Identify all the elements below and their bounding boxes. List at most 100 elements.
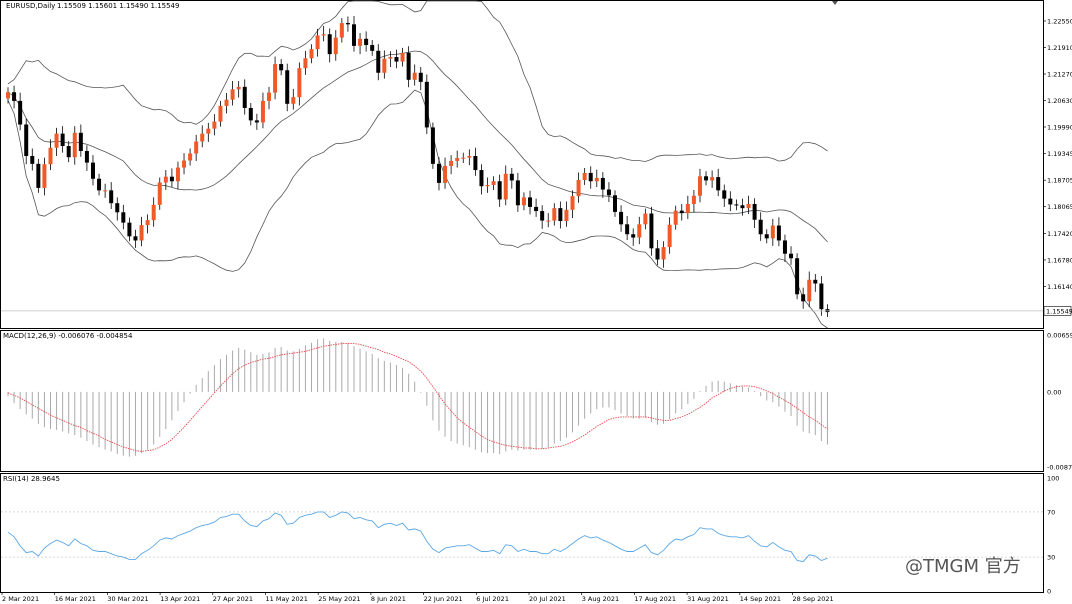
candle-body [600,177,605,190]
candle-body [430,127,435,164]
rsi-tick-label: 0 [1047,588,1051,596]
macd-layer [7,338,828,457]
chart-shift-marker-icon[interactable] [832,1,838,5]
candle-body [248,107,253,121]
candle-body [285,70,290,104]
candle-body [716,177,721,191]
price-tick-label: 1.17420 [1047,230,1072,238]
candle-body [752,204,757,220]
date-tick-label: 6 Jul 2021 [476,595,509,603]
candle-body [697,176,702,196]
candle-body [782,240,787,254]
date-tick-label: 14 Sep 2021 [740,595,781,603]
candle-body [455,158,460,161]
candle-body [722,190,727,199]
date-tick-label: 31 Aug 2021 [687,595,729,603]
candle-body [12,92,17,101]
candle-body [436,163,441,183]
candle-body [467,155,472,158]
candle-body [345,23,350,25]
candle-body [746,204,751,209]
price-tick-label: 1.18705 [1047,177,1072,185]
candle-body [406,52,411,80]
date-tick-label: 27 Apr 2021 [213,595,253,603]
candle-body [273,64,278,93]
rsi-label: RSI(14) 28.9645 [3,475,60,483]
candle-body [145,220,150,226]
candle-body [309,49,314,59]
candle-body [424,81,429,128]
candle-body [564,209,569,221]
candle-body [212,121,217,129]
candle-body [115,203,120,213]
candle-body [449,160,454,166]
candle-body [321,34,326,36]
candle-body [728,198,733,205]
candle-body [534,206,539,212]
candle-body [412,72,417,80]
candle-body [795,258,800,295]
rsi-layer [1,511,1043,563]
candle-body [400,52,405,62]
candle-body [819,283,824,310]
candle-body [619,211,624,225]
candle-body [649,213,654,249]
candle-body [194,141,199,154]
candle-body [333,37,338,55]
candle-body [740,205,745,209]
candle-body [260,100,265,123]
candle-body [18,100,23,125]
candle-body [764,234,769,239]
candle-body [103,190,108,192]
candle-body [704,176,709,181]
candle-body [552,208,557,221]
candle-body [200,133,205,142]
date-tick-label: 13 Apr 2021 [160,595,200,603]
date-tick-label: 20 Jul 2021 [529,595,566,603]
current-price-label: 1.15549 [1046,307,1072,315]
candle-body [24,124,29,156]
date-tick-label: 17 Aug 2021 [634,595,676,603]
candle-body [497,181,502,200]
macd-tick-label: -0.008704 [1047,464,1072,472]
price-tick-label: 1.22550 [1047,18,1072,26]
bollinger-lower-band [7,89,828,329]
candle-body [297,68,302,98]
candle-body [121,212,126,223]
date-tick-label: 28 Sep 2021 [793,595,834,603]
candle-body [36,163,41,188]
candle-body [364,38,369,46]
candle-body [661,247,666,260]
candle-body [303,58,308,69]
candle-body [157,182,162,205]
candle-body [42,164,47,188]
candle-body [66,146,71,158]
candle-body [758,219,763,235]
candle-body [218,105,223,122]
candle-body [339,23,344,38]
candle-body [151,204,156,221]
watermark: @TMGM 官方 [905,556,1021,577]
candle-body [637,224,642,238]
candle-body [188,153,193,161]
rsi-tick-label: 70 [1047,508,1055,516]
date-tick-label: 16 Mar 2021 [55,595,96,603]
candle-body [588,172,593,182]
macd-label: MACD(12,26,9) -0.006076 -0.004854 [3,332,133,340]
candle-body [485,184,490,187]
candle-body [479,170,484,187]
candle-body [770,225,775,239]
candle-body [509,173,514,181]
price-tick-label: 1.18065 [1047,203,1072,211]
candle-body [139,225,144,241]
candle-body [691,195,696,205]
candle-body [461,157,466,159]
candle-body [625,224,630,235]
candle-body [182,160,187,168]
candle-body [789,253,794,259]
candle-body [54,133,59,148]
candle-body [254,120,259,123]
candle-body [685,204,690,214]
candle-body [546,220,551,222]
